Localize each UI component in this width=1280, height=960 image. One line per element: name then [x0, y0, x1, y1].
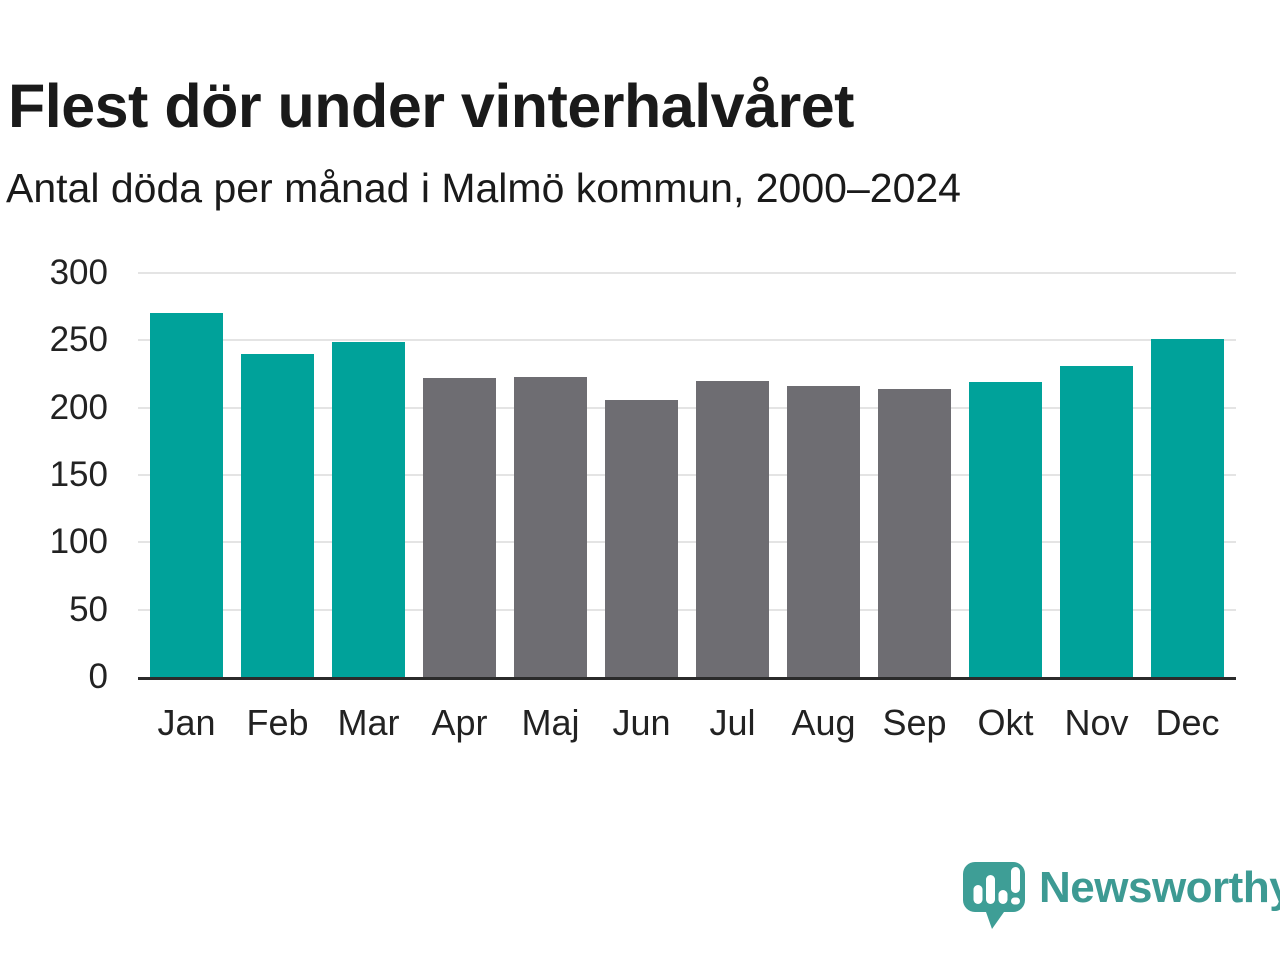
gridline-200: [138, 406, 1236, 409]
gridline-150: [138, 474, 1236, 476]
x-tick-label-nov: Nov: [1064, 702, 1129, 743]
bar-okt: [969, 382, 1042, 677]
x-tick-label-okt: Okt: [977, 702, 1034, 743]
y-tick-label-50: 50: [69, 589, 108, 629]
x-tick-label-aug: Aug: [791, 702, 856, 743]
x-tick-label-jun: Jun: [612, 702, 671, 743]
x-tick-label-dec: Dec: [1155, 702, 1220, 743]
y-tick-label-0: 0: [88, 657, 108, 696]
y-tick-label-150: 150: [49, 455, 108, 494]
bar-nov: [1060, 365, 1133, 677]
y-tick-label-100: 100: [49, 522, 108, 562]
y-tick-label-250: 250: [49, 320, 108, 360]
gridline-250: [138, 339, 1236, 342]
x-tick-label-sep: Sep: [882, 702, 947, 743]
y-axis-labels: 0 50 100 150 200 250 300: [0, 255, 112, 695]
bar-maj: [514, 376, 587, 677]
bar-mar: [332, 341, 405, 677]
plot-area: [138, 272, 1236, 680]
x-tick-label-maj: Maj: [521, 702, 580, 743]
y-tick-label-300: 300: [49, 253, 108, 292]
x-tick-label-jul: Jul: [709, 702, 756, 743]
icon-exclamation-bar: [1011, 867, 1020, 893]
newsworthy-logo-text: Newsworthy: [1039, 863, 1280, 912]
chart-title: Flest dör under vinterhalvåret: [8, 71, 855, 140]
chart-subtitle: Antal döda per månad i Malmö kommun, 200…: [6, 165, 961, 211]
icon-bar-2: [986, 875, 995, 904]
icon-bar-3: [998, 890, 1008, 904]
icon-bar-1: [973, 885, 983, 904]
newsworthy-logo: Newsworthy: [963, 862, 1280, 930]
bar-sep: [878, 388, 951, 677]
bar-jul: [696, 380, 769, 677]
bar-aug: [787, 386, 860, 677]
bar-feb: [241, 353, 314, 677]
icon-exclamation-dot: [1011, 897, 1020, 905]
bars: [138, 273, 1236, 677]
newsworthy-icon: [963, 862, 1025, 929]
x-tick-label-jan: Jan: [157, 702, 216, 743]
x-tick-label-mar: Mar: [337, 702, 400, 743]
gridline-50: [138, 608, 1236, 611]
x-axis-labels: Jan Feb Mar Apr Maj Jun Jul Aug Sep Okt Nov Dec: [138, 701, 1236, 745]
bar-jan: [150, 313, 223, 677]
bar-apr: [423, 378, 496, 677]
x-tick-label-apr: Apr: [431, 702, 488, 743]
y-tick-label-200: 200: [49, 387, 108, 427]
bar-dec: [1151, 339, 1224, 677]
bar-jun: [605, 399, 678, 677]
gridline-100: [138, 541, 1236, 544]
x-tick-label-feb: Feb: [246, 702, 309, 743]
gridline-300: [138, 272, 1236, 274]
